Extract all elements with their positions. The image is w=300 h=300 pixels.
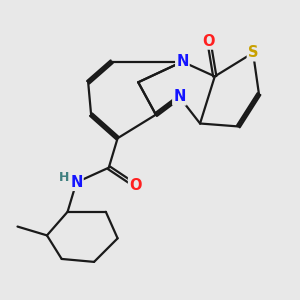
Text: S: S [248,45,258,60]
Text: O: O [202,34,215,49]
Text: O: O [129,178,142,193]
Text: N: N [70,175,82,190]
Text: N: N [176,54,189,69]
Text: H: H [59,171,69,184]
Text: N: N [173,89,186,104]
